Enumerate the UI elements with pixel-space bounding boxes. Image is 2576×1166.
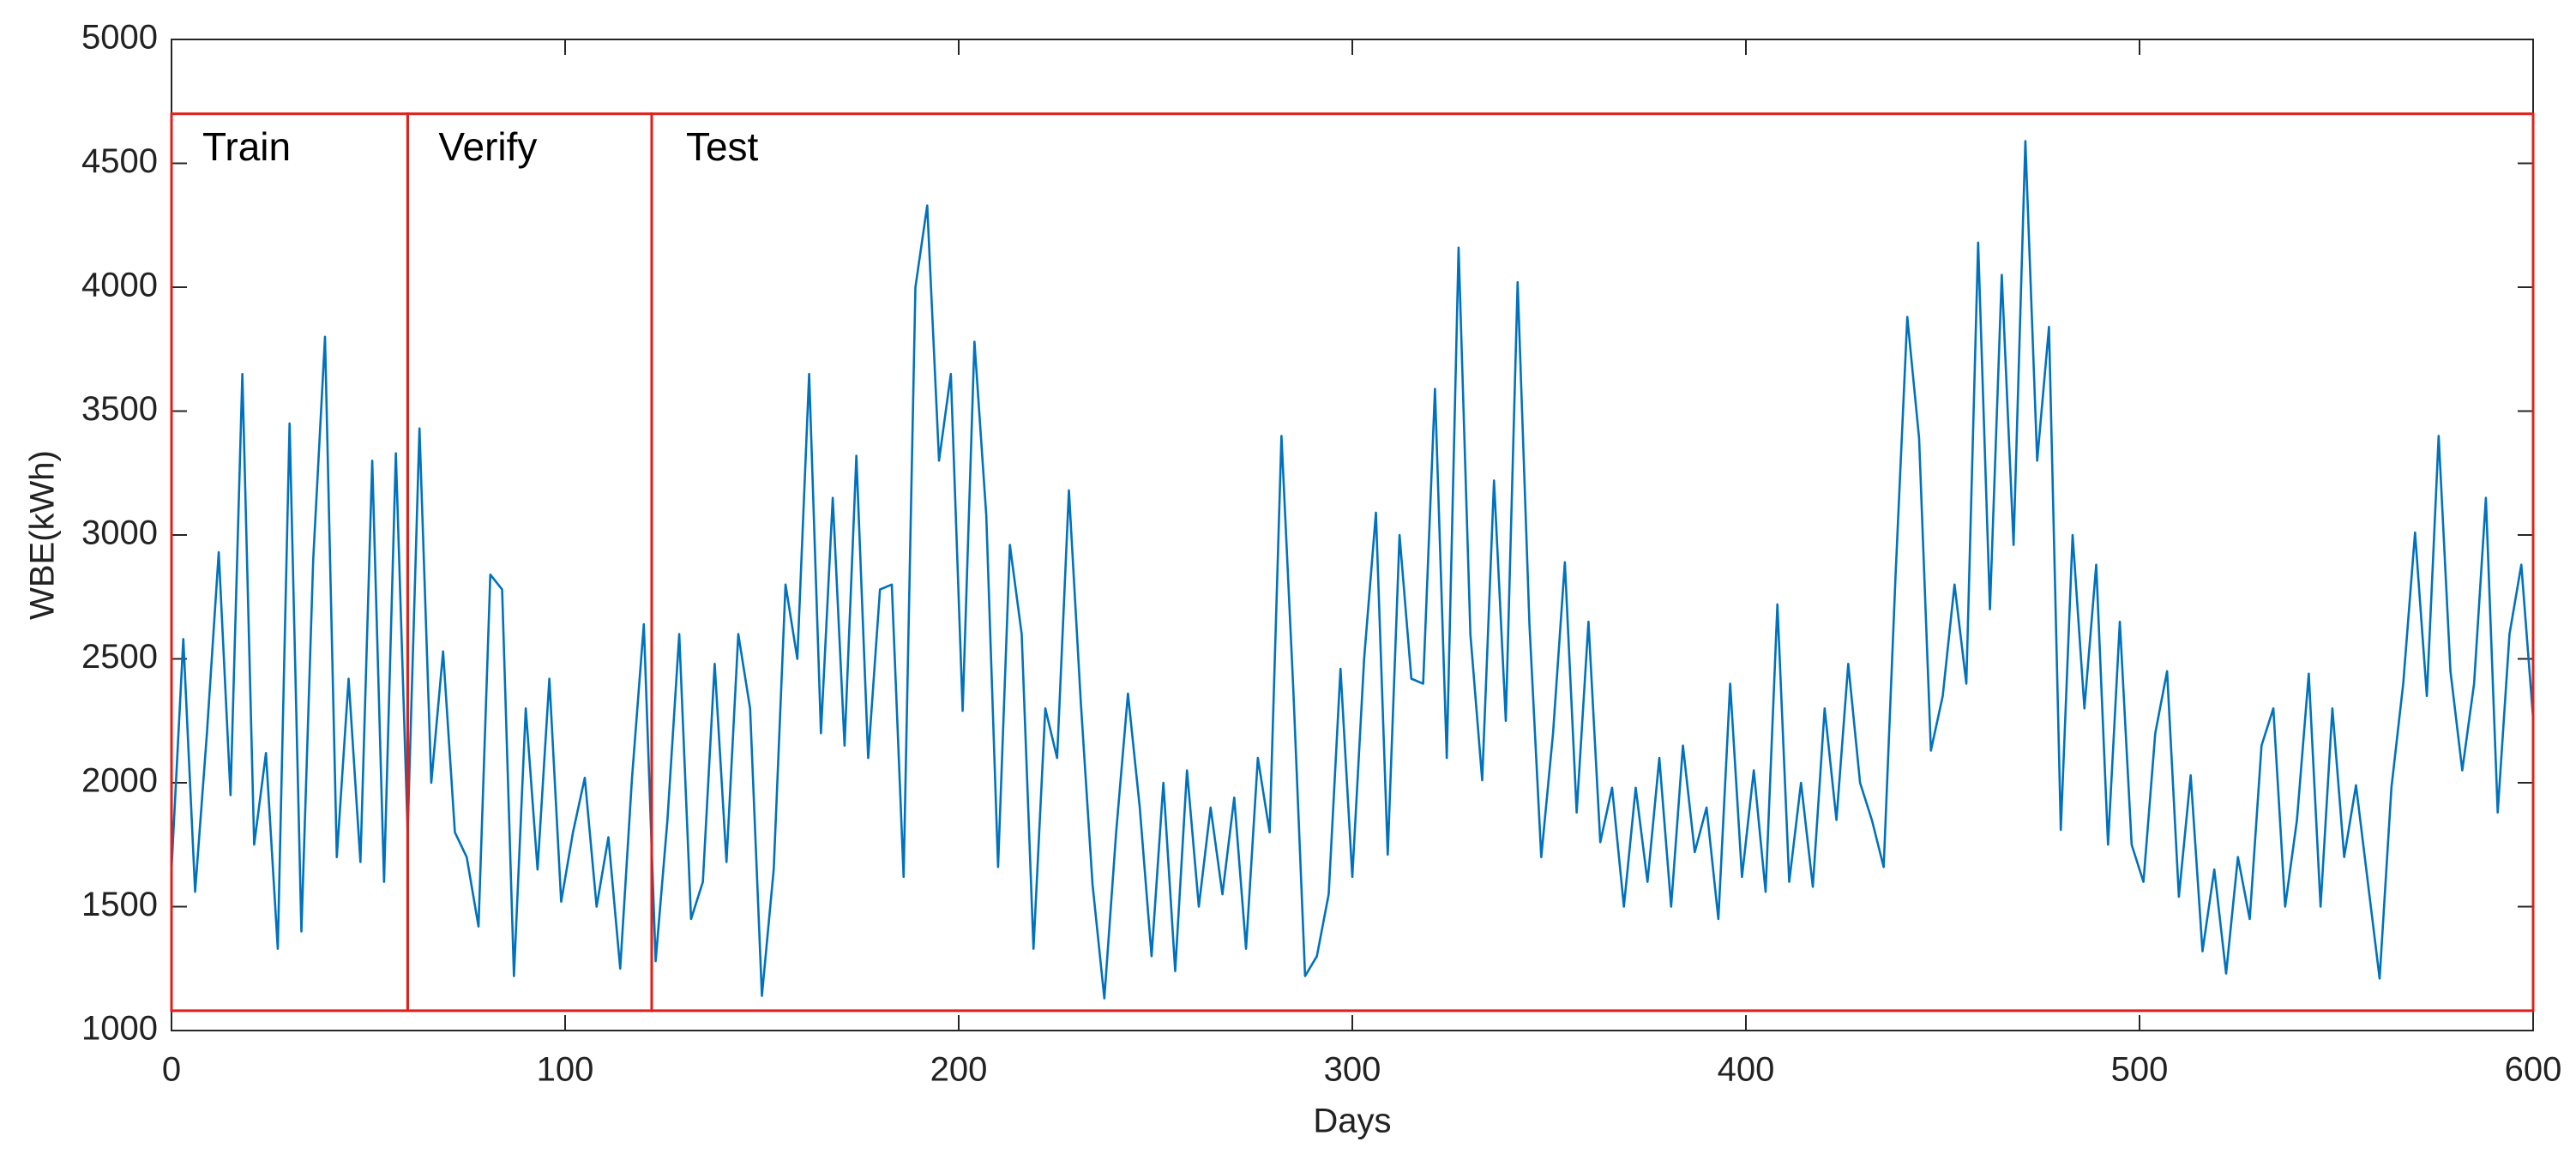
y-axis-label: WBE(kWh) xyxy=(24,450,62,620)
y-tick-label: 5000 xyxy=(81,19,158,57)
y-tick-label: 1500 xyxy=(81,886,158,923)
y-tick-label: 1000 xyxy=(81,1010,158,1048)
region-label: Test xyxy=(686,124,759,169)
x-tick-label: 600 xyxy=(2505,1051,2562,1089)
x-tick-label: 300 xyxy=(1324,1051,1381,1089)
y-tick-label: 3000 xyxy=(81,514,158,552)
x-tick-label: 400 xyxy=(1718,1051,1775,1089)
region-label: Verify xyxy=(438,124,537,169)
y-tick-label: 3500 xyxy=(81,390,158,428)
y-tick-label: 4000 xyxy=(81,267,158,304)
x-tick-label: 0 xyxy=(162,1051,181,1089)
x-axis-label: Days xyxy=(1313,1103,1391,1140)
y-tick-label: 2000 xyxy=(81,762,158,800)
region-box xyxy=(406,112,653,1013)
x-tick-label: 200 xyxy=(930,1051,988,1089)
y-tick-label: 4500 xyxy=(81,142,158,180)
region-label: Train xyxy=(202,124,291,169)
data-line xyxy=(170,140,2535,1000)
region-box xyxy=(650,112,2535,1013)
x-tick-label: 100 xyxy=(537,1051,594,1089)
region-box xyxy=(170,112,409,1013)
y-tick-label: 2500 xyxy=(81,638,158,676)
x-tick-label: 500 xyxy=(2111,1051,2169,1089)
